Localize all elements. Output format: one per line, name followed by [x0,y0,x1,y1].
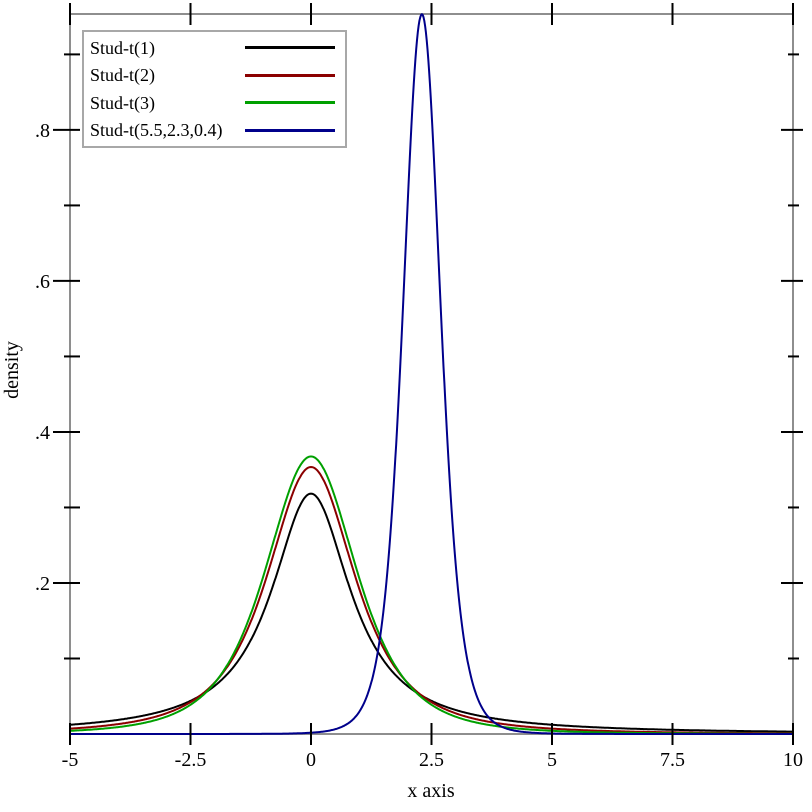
legend-item: Stud-t(1) [90,39,335,57]
x-tick-label: 2.5 [419,749,444,771]
legend-item: Stud-t(5.5,2.3,0.4) [90,121,335,139]
axis-ticks [53,3,803,745]
curve-stud-t-3 [69,455,794,735]
curve-stud-t-1 [69,492,794,733]
legend-line-swatch [245,73,335,77]
x-axis-title: x axis [407,780,454,802]
legend-line-swatch [245,46,335,50]
x-tick-label: 7.5 [660,749,685,771]
axis-tick-labels: -5 -2.5 0 2.5 5 7.5 10 .2 .4 .6 .8 [35,120,803,771]
legend-label: Stud-t(2) [90,65,155,86]
y-tick-label: .2 [35,573,50,595]
legend: Stud-t(1) Stud-t(2) Stud-t(3) Stud-t(5.5… [82,30,347,148]
legend-label: Stud-t(1) [90,37,155,58]
legend-label: Stud-t(5.5,2.3,0.4) [90,120,223,141]
x-tick-label: -2.5 [175,749,207,771]
x-tick-label: 0 [306,749,316,771]
legend-label: Stud-t(3) [90,92,155,113]
x-tick-label: 10 [783,749,803,771]
x-tick-label: 5 [547,749,557,771]
y-tick-label: .4 [35,422,50,444]
y-tick-label: .8 [35,120,50,142]
curve-stud-t-2 [69,466,794,735]
legend-item: Stud-t(2) [90,66,335,84]
legend-item: Stud-t(3) [90,94,335,112]
legend-line-swatch [245,101,335,105]
x-tick-label: -5 [62,749,79,771]
y-axis-title: density [1,341,23,399]
legend-line-swatch [245,128,335,132]
y-tick-label: .6 [35,271,50,293]
